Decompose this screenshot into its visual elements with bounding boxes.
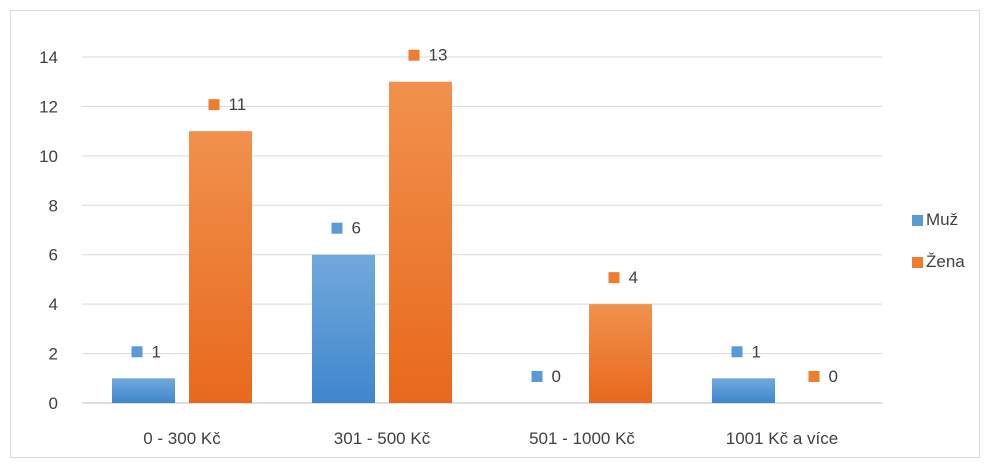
data-label: 6 xyxy=(352,219,361,238)
data-label-marker xyxy=(408,49,420,61)
data-label: 1 xyxy=(752,342,761,361)
x-tick-label: 1001 Kč a více xyxy=(726,429,838,448)
bar-muz xyxy=(312,254,375,403)
data-label: 0 xyxy=(829,367,838,386)
legend-swatch-zena xyxy=(912,256,923,268)
y-tick-label: 12 xyxy=(39,97,58,116)
data-label-marker xyxy=(608,272,620,284)
data-label-marker xyxy=(208,99,220,111)
x-axis-ticks: 0 - 300 Kč 301 - 500 Kč 501 - 1000 Kč 1001 … xyxy=(143,429,838,448)
legend-label-zena: Žena xyxy=(926,252,965,271)
x-tick-label: 301 - 500 Kč xyxy=(334,429,431,448)
data-label-marker xyxy=(331,222,343,234)
x-tick-label: 501 - 1000 Kč xyxy=(529,429,635,448)
y-tick-label: 6 xyxy=(49,246,58,265)
legend-swatch-muz xyxy=(912,214,923,226)
data-label-marker xyxy=(731,346,743,358)
bar-zena xyxy=(189,131,252,403)
bar-zena xyxy=(389,81,452,403)
y-tick-label: 8 xyxy=(49,196,58,215)
data-label: 13 xyxy=(429,46,448,65)
data-label: 11 xyxy=(229,95,247,114)
legend: Muž Žena xyxy=(912,210,965,294)
legend-item-zena: Žena xyxy=(912,252,965,272)
bar-muz xyxy=(712,378,775,403)
data-label: 4 xyxy=(629,268,638,287)
data-label-marker xyxy=(131,346,143,358)
x-tick-label: 0 - 300 Kč xyxy=(143,429,221,448)
y-tick-label: 14 xyxy=(39,48,58,67)
data-label: 1 xyxy=(152,342,161,361)
bar-muz xyxy=(112,378,175,403)
y-tick-label: 0 xyxy=(49,394,58,413)
legend-label-muz: Muž xyxy=(926,210,959,229)
bar-zena xyxy=(589,304,652,403)
y-tick-label: 4 xyxy=(49,295,58,314)
y-tick-label: 2 xyxy=(49,345,58,364)
y-axis-ticks: 0 2 4 6 8 10 12 14 xyxy=(39,48,58,413)
y-tick-label: 10 xyxy=(39,147,58,166)
legend-item-muz: Muž xyxy=(912,210,965,230)
bars xyxy=(112,81,775,403)
data-label-marker xyxy=(531,371,543,382)
data-label-marker xyxy=(808,371,820,382)
data-label: 0 xyxy=(552,367,561,386)
